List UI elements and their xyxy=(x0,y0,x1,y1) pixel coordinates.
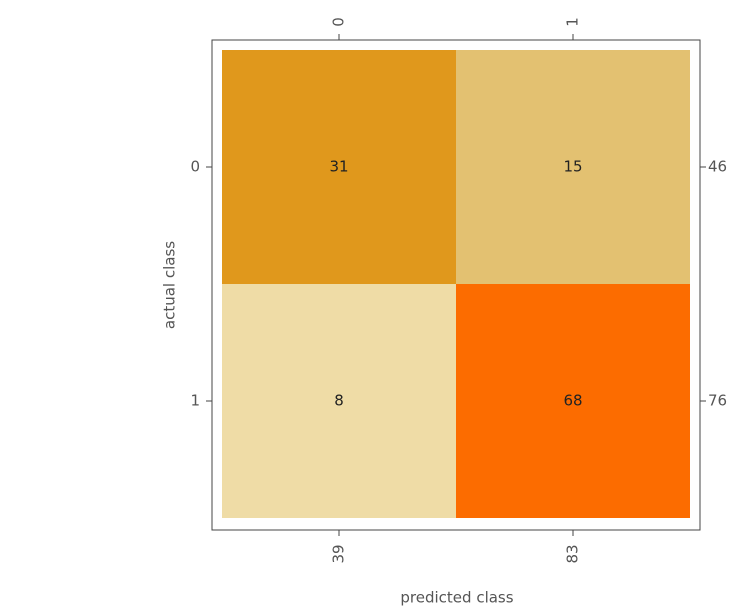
row-total: 76 xyxy=(708,392,727,410)
cell-label: 8 xyxy=(334,392,344,410)
cell-label: 15 xyxy=(563,158,582,176)
x-axis-label: predicted class xyxy=(400,589,513,607)
column-total: 39 xyxy=(330,544,348,563)
x-tick-label: 0 xyxy=(330,17,348,27)
y-tick-label: 1 xyxy=(190,392,200,410)
y-tick-label: 0 xyxy=(190,158,200,176)
row-total: 46 xyxy=(708,158,727,176)
y-axis-label: actual class xyxy=(161,241,179,329)
column-total: 83 xyxy=(564,544,582,563)
cell-label: 31 xyxy=(329,158,348,176)
cell-label: 68 xyxy=(563,392,582,410)
x-tick-label: 1 xyxy=(564,17,582,27)
